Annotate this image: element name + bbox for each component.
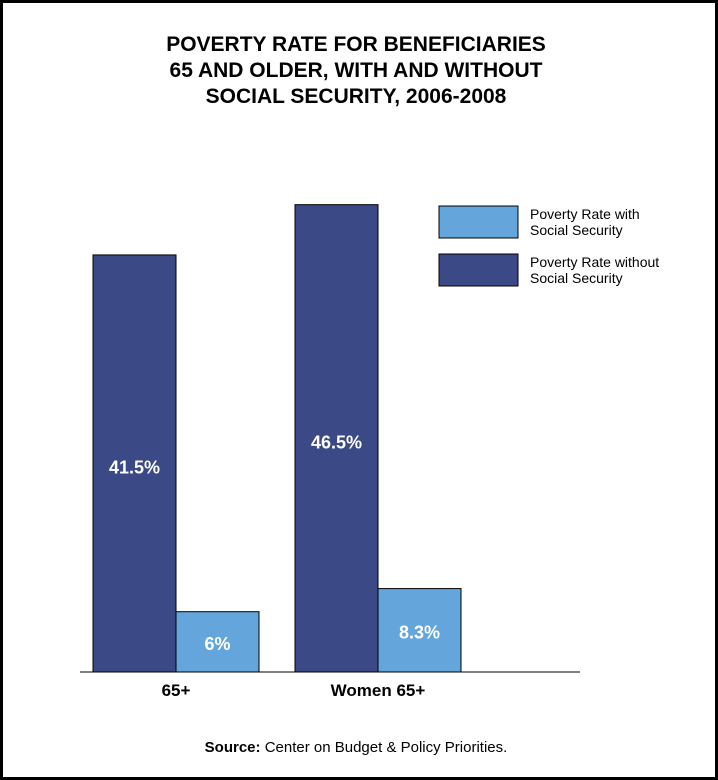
data-label: 41.5% [109, 457, 160, 477]
x-tick-label: Women 65+ [331, 681, 426, 700]
bar-with-ss-women-65plus [377, 588, 462, 673]
bar-without-ss-65plus [92, 254, 177, 673]
title-line-3: SOCIAL SECURITY, 2006-2008 [205, 85, 507, 108]
chart-title: POVERTY RATE FOR BENEFICIARIES 65 AND OL… [0, 32, 712, 110]
source-note: Source: Center on Budget & Policy Priori… [0, 739, 712, 756]
x-tick-label: 65+ [162, 681, 191, 700]
bar-with-ss-65plus [175, 611, 260, 673]
title-line-2: 65 AND OLDER, WITH AND WITHOUT [169, 59, 543, 82]
legend-label: Poverty Rate without [530, 254, 659, 270]
legend-label: Social Security [530, 270, 623, 286]
data-label: 6% [204, 634, 230, 654]
legend-swatch [438, 253, 519, 287]
bar-without-ss-women-65plus [294, 204, 379, 673]
legend-swatch [438, 205, 519, 239]
source-text: Center on Budget & Policy Priorities. [260, 739, 508, 756]
legend-label: Poverty Rate with [530, 206, 640, 222]
legend-label: Social Security [530, 222, 623, 238]
title-line-1: POVERTY RATE FOR BENEFICIARIES [166, 33, 546, 56]
data-label: 46.5% [311, 432, 362, 452]
data-label: 8.3% [399, 622, 440, 642]
source-label: Source: [204, 739, 261, 756]
